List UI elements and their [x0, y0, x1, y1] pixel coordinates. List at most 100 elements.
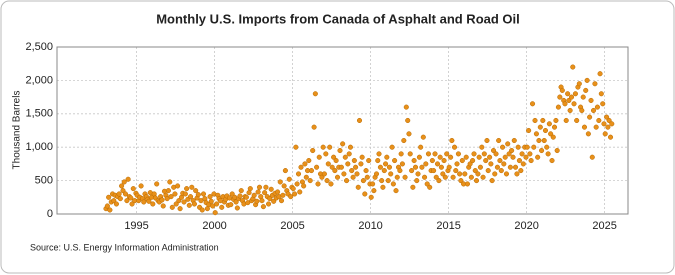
point: [453, 168, 459, 174]
y-tick-label: 2,500: [25, 41, 53, 53]
point: [184, 186, 190, 192]
x-tick-label: 2025: [592, 220, 616, 232]
point: [503, 171, 510, 177]
point: [310, 147, 316, 154]
point: [458, 178, 464, 184]
point: [393, 188, 399, 194]
point: [355, 184, 361, 190]
point: [397, 168, 403, 174]
point: [160, 203, 166, 209]
point: [375, 158, 381, 164]
point: [549, 158, 555, 164]
point: [401, 137, 407, 144]
point: [312, 91, 318, 97]
point: [233, 199, 239, 205]
point: [245, 200, 251, 206]
point: [290, 186, 296, 192]
point: [403, 104, 409, 110]
point: [484, 137, 490, 144]
point: [234, 205, 240, 211]
point: [371, 188, 377, 194]
point: [116, 191, 122, 197]
source: Source: U.S. Energy Information Administ…: [30, 242, 219, 252]
point: [606, 117, 612, 124]
point: [455, 151, 461, 157]
point: [497, 158, 503, 164]
point: [415, 171, 421, 177]
point: [548, 131, 554, 137]
point: [509, 147, 515, 154]
point: [483, 158, 489, 164]
point: [267, 196, 273, 202]
point: [199, 207, 205, 213]
point: [514, 171, 520, 177]
point: [263, 184, 269, 190]
point: [437, 154, 443, 160]
point: [580, 94, 586, 100]
point: [294, 181, 300, 187]
point: [540, 117, 546, 124]
point: [592, 81, 598, 87]
point: [200, 191, 207, 197]
y-tick-label: 500: [35, 175, 53, 187]
point: [376, 151, 382, 157]
point: [181, 199, 187, 205]
point: [187, 194, 194, 200]
point: [277, 179, 283, 185]
point: [259, 198, 265, 204]
point: [193, 188, 199, 194]
point: [373, 171, 380, 177]
point: [297, 189, 303, 195]
point: [501, 161, 507, 167]
point: [350, 174, 356, 180]
point: [481, 151, 487, 157]
point: [559, 87, 565, 93]
point: [219, 204, 225, 210]
point: [597, 71, 603, 77]
point: [449, 137, 455, 144]
point: [130, 186, 136, 192]
point: [315, 181, 321, 187]
point: [385, 178, 391, 184]
point: [563, 117, 569, 124]
point: [347, 144, 354, 150]
y-tick-label: 0: [47, 208, 53, 220]
point: [141, 199, 147, 205]
point: [394, 174, 400, 180]
point: [255, 189, 261, 195]
point: [519, 151, 525, 157]
point: [467, 161, 473, 167]
point: [165, 188, 171, 194]
point: [432, 151, 438, 157]
point: [214, 201, 220, 207]
point: [177, 206, 183, 212]
point: [477, 164, 483, 170]
point: [282, 168, 288, 174]
point: [370, 181, 376, 187]
point: [485, 168, 491, 174]
point: [377, 164, 383, 170]
point: [303, 174, 309, 180]
point: [420, 134, 426, 140]
point: [490, 147, 497, 154]
point: [346, 151, 352, 157]
point: [356, 117, 363, 124]
point: [487, 154, 493, 160]
x-tick-label: 2005: [280, 220, 304, 232]
point: [607, 134, 614, 140]
point: [392, 158, 398, 164]
point: [488, 161, 494, 167]
point: [324, 178, 330, 184]
point: [516, 158, 522, 164]
point: [507, 164, 513, 170]
point: [436, 178, 442, 184]
point: [388, 171, 394, 177]
point: [306, 158, 312, 164]
point: [410, 184, 416, 190]
point: [167, 179, 173, 185]
point: [546, 121, 552, 127]
point: [298, 164, 304, 170]
point: [414, 178, 420, 184]
point: [251, 192, 257, 198]
